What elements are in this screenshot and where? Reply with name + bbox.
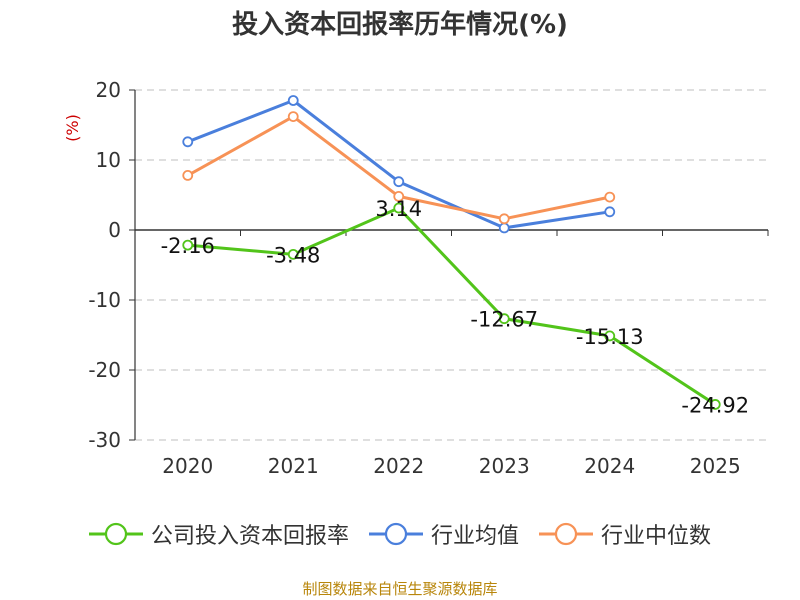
chart-title: 投入资本回报率历年情况(%) xyxy=(232,10,568,40)
x-tick-label: 2020 xyxy=(162,454,213,478)
series-line-company xyxy=(187,206,717,406)
data-label: -2.16 xyxy=(161,234,215,258)
legend-item[interactable]: 公司投入资本回报率 xyxy=(88,518,349,550)
data-point xyxy=(604,330,616,342)
data-point xyxy=(393,176,405,188)
data-point xyxy=(709,399,721,410)
legend-item[interactable]: 行业中位数 xyxy=(539,518,711,550)
y-tick-label: -10 xyxy=(88,288,121,312)
legend-label: 行业均值 xyxy=(430,524,519,549)
y-unit-label: (%) xyxy=(63,114,82,142)
legend-label: 公司投入资本回报率 xyxy=(150,524,349,549)
legend: 公司投入资本回报率 行业均值 行业中位数 xyxy=(0,518,800,550)
data-point xyxy=(182,169,194,181)
y-tick-label: -30 xyxy=(88,428,121,452)
data-point xyxy=(498,313,510,325)
y-tick-label: 0 xyxy=(108,218,121,242)
data-label: 3.14 xyxy=(375,197,422,221)
data-label: -3.48 xyxy=(266,243,320,267)
legend-item[interactable]: 行业均值 xyxy=(368,518,519,550)
data-label: -24.92 xyxy=(681,393,749,417)
source-note: 制图数据来自恒生聚源数据库 xyxy=(302,580,498,598)
data-point xyxy=(182,239,194,251)
y-tick-label: -20 xyxy=(88,358,121,382)
data-point xyxy=(287,95,299,106)
data-point xyxy=(182,136,194,148)
x-tick-label: 2025 xyxy=(690,454,741,478)
data-point xyxy=(498,222,510,234)
data-point xyxy=(393,202,405,214)
data-label: -15.13 xyxy=(576,325,644,349)
data-point xyxy=(287,111,299,122)
y-tick-label: 10 xyxy=(96,148,121,172)
data-point xyxy=(287,248,299,260)
legend-line-marker-icon xyxy=(368,522,423,546)
x-tick-label: 2024 xyxy=(584,454,635,478)
y-tick-label: 20 xyxy=(96,78,121,102)
x-tick-label: 2021 xyxy=(268,454,319,478)
x-tick-label: 2023 xyxy=(479,454,530,478)
data-point xyxy=(393,190,405,202)
data-point xyxy=(604,206,616,218)
legend-line-marker-icon xyxy=(539,522,593,546)
legend-line-marker-icon xyxy=(88,522,143,546)
data-point xyxy=(498,213,510,225)
data-label: -12.67 xyxy=(470,308,538,332)
legend-label: 行业中位数 xyxy=(601,524,712,549)
data-point xyxy=(604,191,616,203)
x-tick-label: 2022 xyxy=(373,454,424,478)
